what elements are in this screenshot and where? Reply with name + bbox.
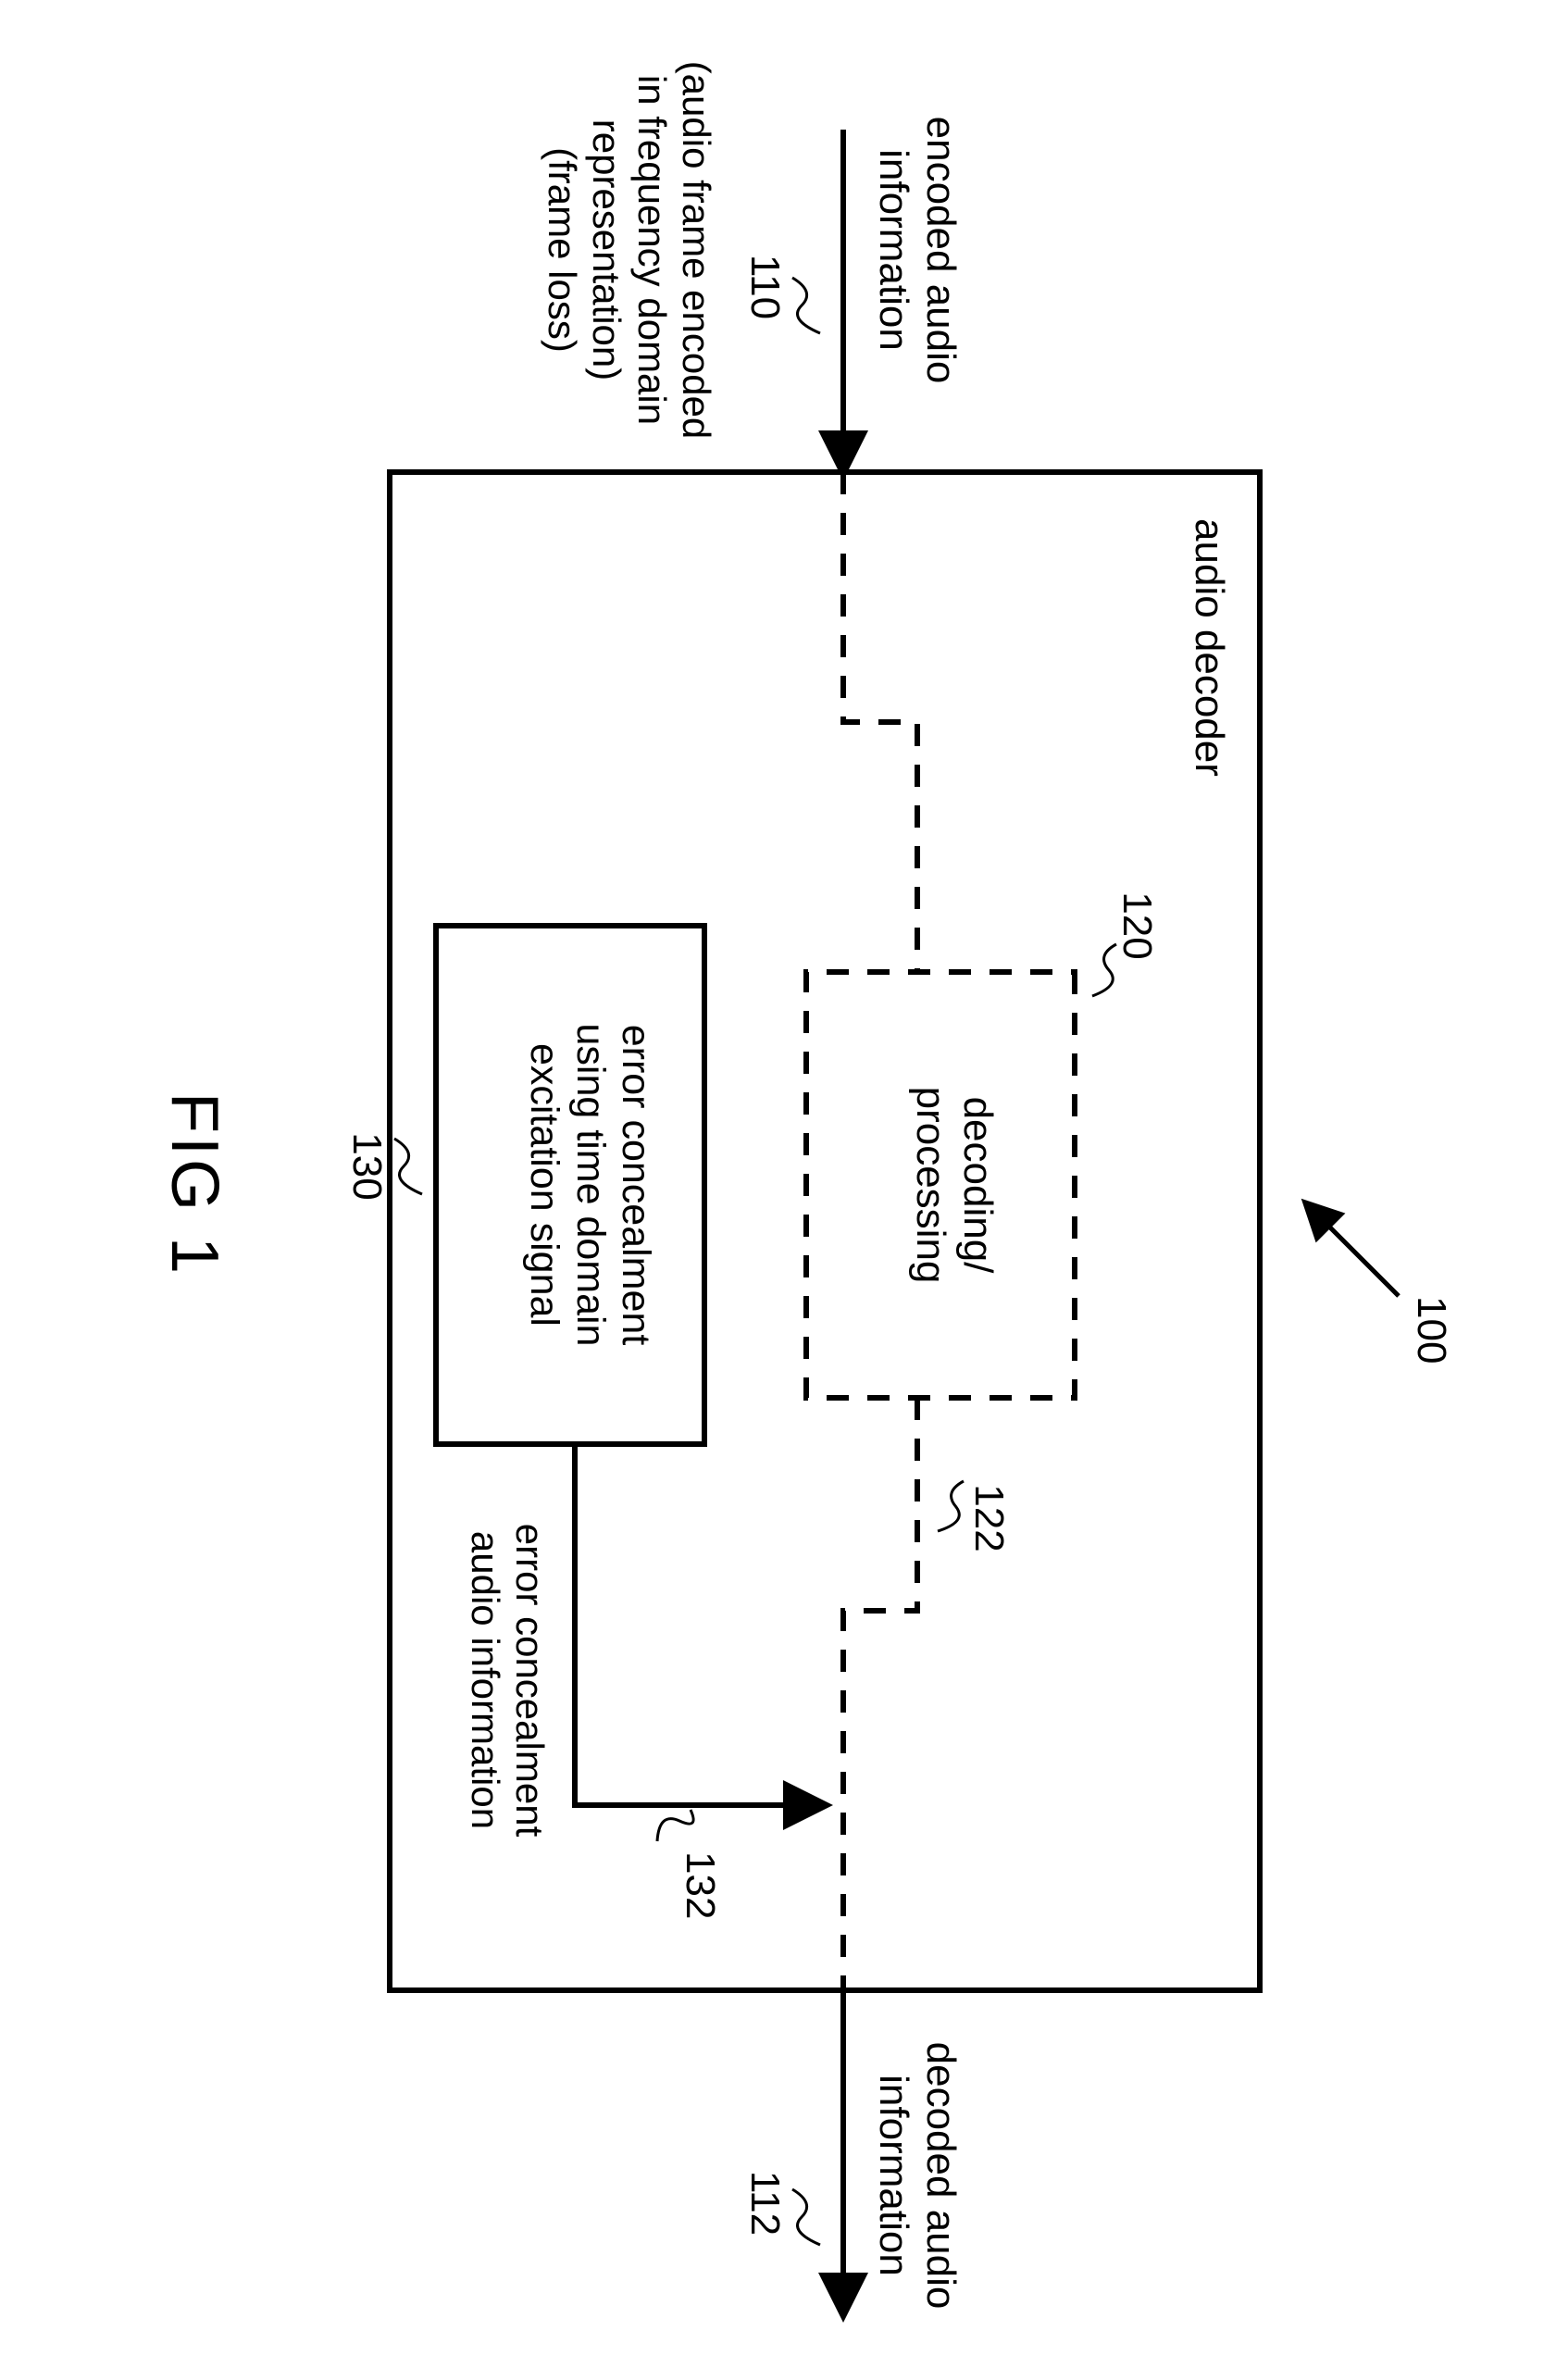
ref-100-arrow — [1306, 1203, 1399, 1296]
input-note: (audio frame encoded in frequency domain… — [540, 9, 718, 491]
path-concealment-to-merge — [575, 1444, 825, 1805]
figure-caption: FIG 1 — [156, 1037, 232, 1333]
figure-canvas: 100 audio decoder encoded audio informat… — [0, 0, 1556, 2380]
path-input-to-decoding — [843, 472, 917, 972]
ref-122-leader — [938, 1481, 964, 1531]
ref-110-leader — [792, 278, 820, 333]
concealment-out-label: error concealment audio information — [462, 1453, 552, 1907]
output-label: decoded audio information — [870, 2000, 964, 2351]
diagram-svg — [0, 0, 1556, 2380]
ref-120: 120 — [1113, 870, 1160, 981]
ref-112-leader — [792, 2189, 820, 2245]
ref-130-leader — [394, 1139, 422, 1194]
ref-100: 100 — [1407, 1296, 1454, 1407]
ref-112: 112 — [741, 2148, 788, 2259]
ref-110: 110 — [741, 231, 788, 343]
ref-130: 130 — [342, 1111, 390, 1222]
input-label: encoded audio information — [870, 56, 964, 444]
decoder-title: audio decoder — [1185, 518, 1232, 889]
ref-122: 122 — [965, 1463, 1012, 1574]
decoding-label: decoding/ processing — [907, 981, 1001, 1389]
ref-132-leader — [657, 1810, 693, 1841]
path-decoding-to-output — [843, 1398, 917, 1990]
ref-132: 132 — [676, 1851, 723, 1963]
concealment-label: error concealment using time domain exci… — [521, 935, 658, 1435]
